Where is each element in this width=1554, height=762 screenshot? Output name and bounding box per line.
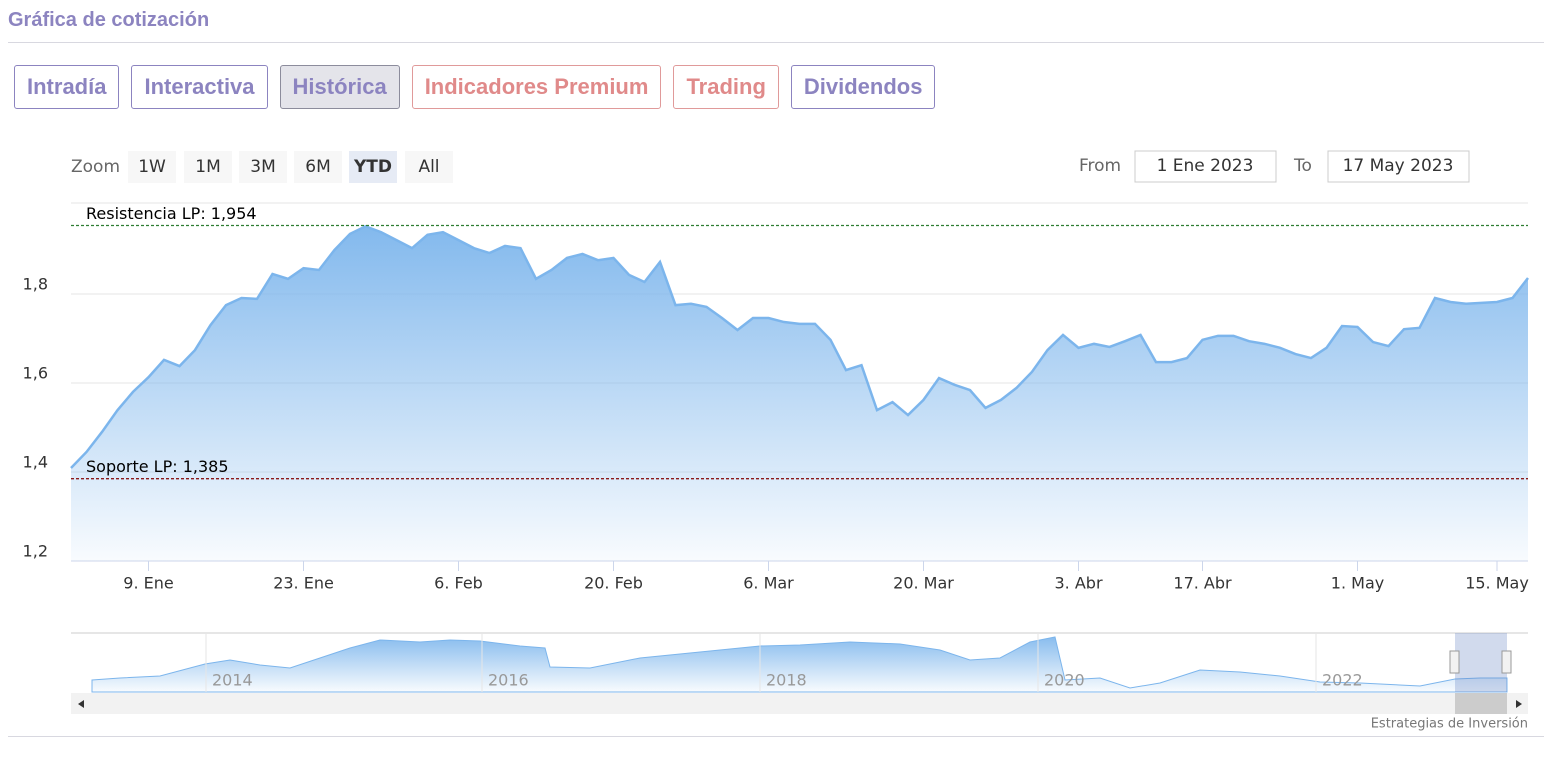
tab[interactable]: Trading	[673, 65, 779, 109]
navigator-handle[interactable]	[1449, 650, 1460, 674]
from-label: From	[1079, 156, 1121, 176]
plot-line-label: Resistencia LP: 1,954	[86, 204, 257, 223]
credit: Estrategias de Inversión	[1371, 717, 1528, 732]
x-tick-label: 3. Abr	[1054, 574, 1102, 593]
navigator-label: 2018	[766, 671, 807, 690]
y-tick-label: 1,8	[23, 275, 48, 294]
section-title: Gráfica de cotización	[8, 9, 210, 31]
navigator-mask[interactable]	[1455, 633, 1507, 692]
zoom-button-label[interactable]: 1M	[195, 157, 220, 177]
x-tick-label: 20. Mar	[893, 574, 954, 593]
y-tick-label: 1,2	[23, 542, 48, 561]
zoom-button-label[interactable]: 6M	[305, 157, 330, 177]
tab[interactable]: Indicadores Premium	[411, 65, 662, 109]
scroll-left[interactable]	[78, 700, 84, 708]
zoom-button[interactable]	[405, 151, 453, 183]
zoom-label: Zoom	[71, 157, 120, 177]
to-label: To	[1293, 156, 1312, 176]
scrollbar-track[interactable]	[71, 693, 1528, 714]
from-input[interactable]	[1134, 150, 1277, 183]
x-tick-label: 6. Feb	[434, 574, 483, 593]
zoom-button-label[interactable]: YTD	[353, 157, 392, 177]
zoom-button[interactable]	[128, 151, 176, 183]
scroll-right[interactable]	[1516, 700, 1522, 708]
to-value: 17 May 2023	[1343, 156, 1454, 176]
zoom-button[interactable]	[349, 151, 397, 183]
plot-line-label: Soporte LP: 1,385	[86, 457, 229, 476]
x-tick-label: 20. Feb	[584, 574, 643, 593]
zoom-button[interactable]	[294, 151, 342, 183]
tab[interactable]: Histórica	[279, 65, 400, 109]
zoom-button-label[interactable]: 3M	[250, 157, 275, 177]
price-line	[70, 225, 1529, 469]
scrollbar-thumb[interactable]	[1455, 693, 1507, 714]
navigator-label: 2020	[1044, 671, 1085, 690]
zoom-button[interactable]	[184, 151, 232, 183]
zoom-button-label[interactable]: 1W	[138, 157, 166, 177]
divider	[8, 736, 1544, 737]
x-tick-label: 15. May	[1465, 574, 1529, 593]
divider	[8, 42, 1544, 43]
navigator-label: 2016	[488, 671, 529, 690]
area-fill	[71, 226, 1528, 562]
navigator-series	[91, 636, 1508, 693]
tab[interactable]: Interactiva	[131, 65, 268, 109]
from-value: 1 Ene 2023	[1157, 156, 1254, 176]
y-tick-label: 1,4	[23, 453, 48, 472]
navigator-label: 2014	[212, 671, 253, 690]
to-input[interactable]	[1327, 150, 1470, 183]
tab[interactable]: Intradía	[14, 65, 120, 109]
navigator-handle[interactable]	[1501, 650, 1512, 674]
navigator-label: 2022	[1322, 671, 1363, 690]
zoom-button[interactable]	[239, 151, 287, 183]
y-tick-label: 1,6	[23, 364, 48, 383]
tab-bar: Intradía Interactiva Histórica Indicadores …	[14, 65, 936, 109]
x-tick-label: 17. Abr	[1173, 574, 1232, 593]
tab[interactable]: Dividendos	[790, 65, 936, 109]
x-tick-label: 6. Mar	[743, 574, 794, 593]
x-tick-label: 9. Ene	[123, 574, 173, 593]
x-tick-label: 23. Ene	[273, 574, 334, 593]
x-tick-label: 1. May	[1331, 574, 1384, 593]
zoom-button-label[interactable]: All	[418, 157, 439, 177]
